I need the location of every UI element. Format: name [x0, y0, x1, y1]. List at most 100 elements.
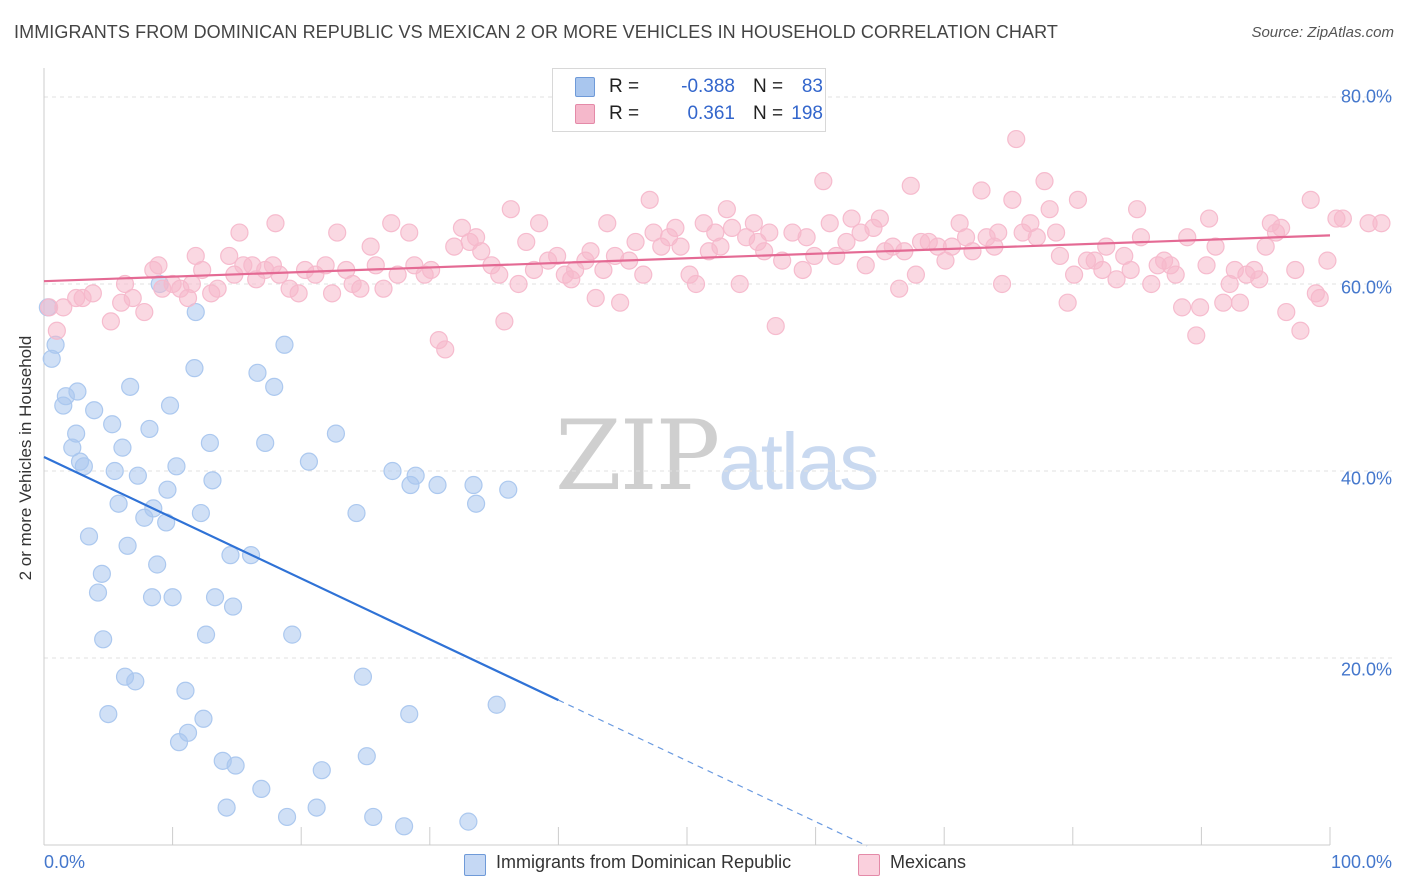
mexican-point: [626, 232, 645, 252]
dominican-point: [185, 359, 204, 378]
dominican-point: [167, 457, 186, 476]
mexican-point: [289, 284, 308, 303]
dominican-point: [94, 630, 113, 649]
dominican-point: [176, 681, 195, 700]
mexican-point: [634, 265, 653, 284]
legend-r-value: 0.361: [687, 103, 735, 124]
dominican-point: [307, 798, 326, 817]
mexican-point: [220, 246, 239, 266]
dominican-point: [265, 377, 284, 396]
mexican-point: [992, 274, 1012, 294]
dominican-point: [160, 396, 180, 415]
watermark: ZIPatlas: [555, 400, 879, 512]
mexican-point: [388, 265, 407, 284]
mexican-point: [1093, 260, 1112, 280]
mexican-point: [611, 293, 630, 312]
dominican-point: [383, 461, 402, 481]
mexican-point: [989, 223, 1008, 242]
mexican-point: [509, 274, 528, 294]
mexican-point: [1046, 223, 1066, 242]
dominican-point: [394, 817, 414, 836]
dominican-point: [217, 798, 236, 817]
mexican-point: [1310, 288, 1329, 308]
mexican-point: [115, 274, 135, 294]
x-tick-label-min: 0.0%: [44, 852, 86, 872]
dominican-point: [163, 588, 182, 607]
mexican-point: [1027, 228, 1046, 247]
dominican-point: [347, 503, 366, 523]
dominican-point: [196, 625, 216, 644]
mexican-point: [445, 237, 464, 256]
chart-title: IMMIGRANTS FROM DOMINICAN REPUBLIC VS ME…: [14, 22, 1058, 42]
mexican-point: [793, 260, 812, 280]
mexican-point: [1277, 302, 1296, 322]
mexican-point: [351, 279, 370, 298]
dominican-point: [466, 494, 486, 513]
mexican-point: [773, 251, 792, 270]
mexican-point: [1007, 129, 1026, 149]
dominican-point: [275, 335, 294, 354]
mexican-point: [400, 223, 419, 242]
mexican-point: [744, 214, 763, 233]
mexican-point: [149, 256, 168, 275]
dominican-point: [326, 424, 346, 443]
mexican-point: [1318, 251, 1337, 270]
dominican-point: [186, 302, 205, 322]
mexican-point: [586, 288, 605, 308]
mexican-point: [1064, 265, 1084, 284]
mexican-point: [517, 232, 536, 252]
dominican-point: [499, 480, 518, 499]
dominican-point: [194, 709, 213, 728]
mexican-point: [1200, 209, 1219, 228]
mexican-point: [182, 274, 201, 294]
mexican-point: [1272, 218, 1291, 237]
mexican-point: [1121, 260, 1140, 280]
bottom-legend-swatch-dominican: [464, 854, 486, 876]
legend-r-label: R =: [609, 103, 640, 124]
mexican-point: [524, 260, 544, 280]
mexican-point: [452, 218, 472, 237]
dominican-point: [221, 546, 240, 565]
mexican-point: [1097, 237, 1116, 256]
dominican-trend-line: [43, 455, 559, 702]
dominican-point: [223, 597, 243, 616]
mexican-point: [594, 260, 613, 280]
mexican-point: [501, 200, 520, 219]
mexican-point: [1187, 326, 1206, 345]
mexican-point: [530, 214, 549, 233]
mexican-point: [711, 237, 730, 256]
mexican-point: [901, 176, 920, 195]
mexican-point: [730, 274, 749, 294]
mexican-point: [671, 237, 690, 256]
dominican-point: [191, 503, 210, 523]
mexican-point: [1197, 256, 1216, 275]
mexican-point: [548, 246, 567, 266]
dominican-point: [464, 475, 483, 495]
mexican-point: [581, 242, 600, 261]
mexican-point: [766, 316, 785, 336]
y-tick-label-40: 40.0%: [1340, 468, 1392, 489]
dominican-point: [118, 536, 137, 555]
dominican-point: [428, 475, 447, 495]
mexican-point: [54, 298, 73, 317]
legend-n-label: N =: [753, 76, 784, 97]
mexican-point: [47, 321, 66, 340]
dominican-trend-extension: [558, 699, 868, 847]
mexican-point: [490, 265, 509, 284]
mexican-point: [856, 256, 875, 275]
mexican-point: [123, 288, 142, 308]
mexican-point: [1058, 293, 1077, 312]
mexican-point: [270, 265, 289, 284]
mexican-point: [827, 246, 846, 266]
dominican-point: [406, 466, 425, 485]
dominican-point: [88, 583, 108, 602]
dominican-point: [200, 433, 219, 453]
mexican-point: [1040, 200, 1059, 219]
dominican-point: [487, 695, 506, 714]
mexican-point: [870, 209, 890, 228]
dominican-point: [148, 555, 167, 574]
watermark-atlas: atlas: [718, 417, 879, 506]
mexican-point: [366, 256, 385, 275]
watermark-zip: ZIP: [555, 400, 720, 512]
